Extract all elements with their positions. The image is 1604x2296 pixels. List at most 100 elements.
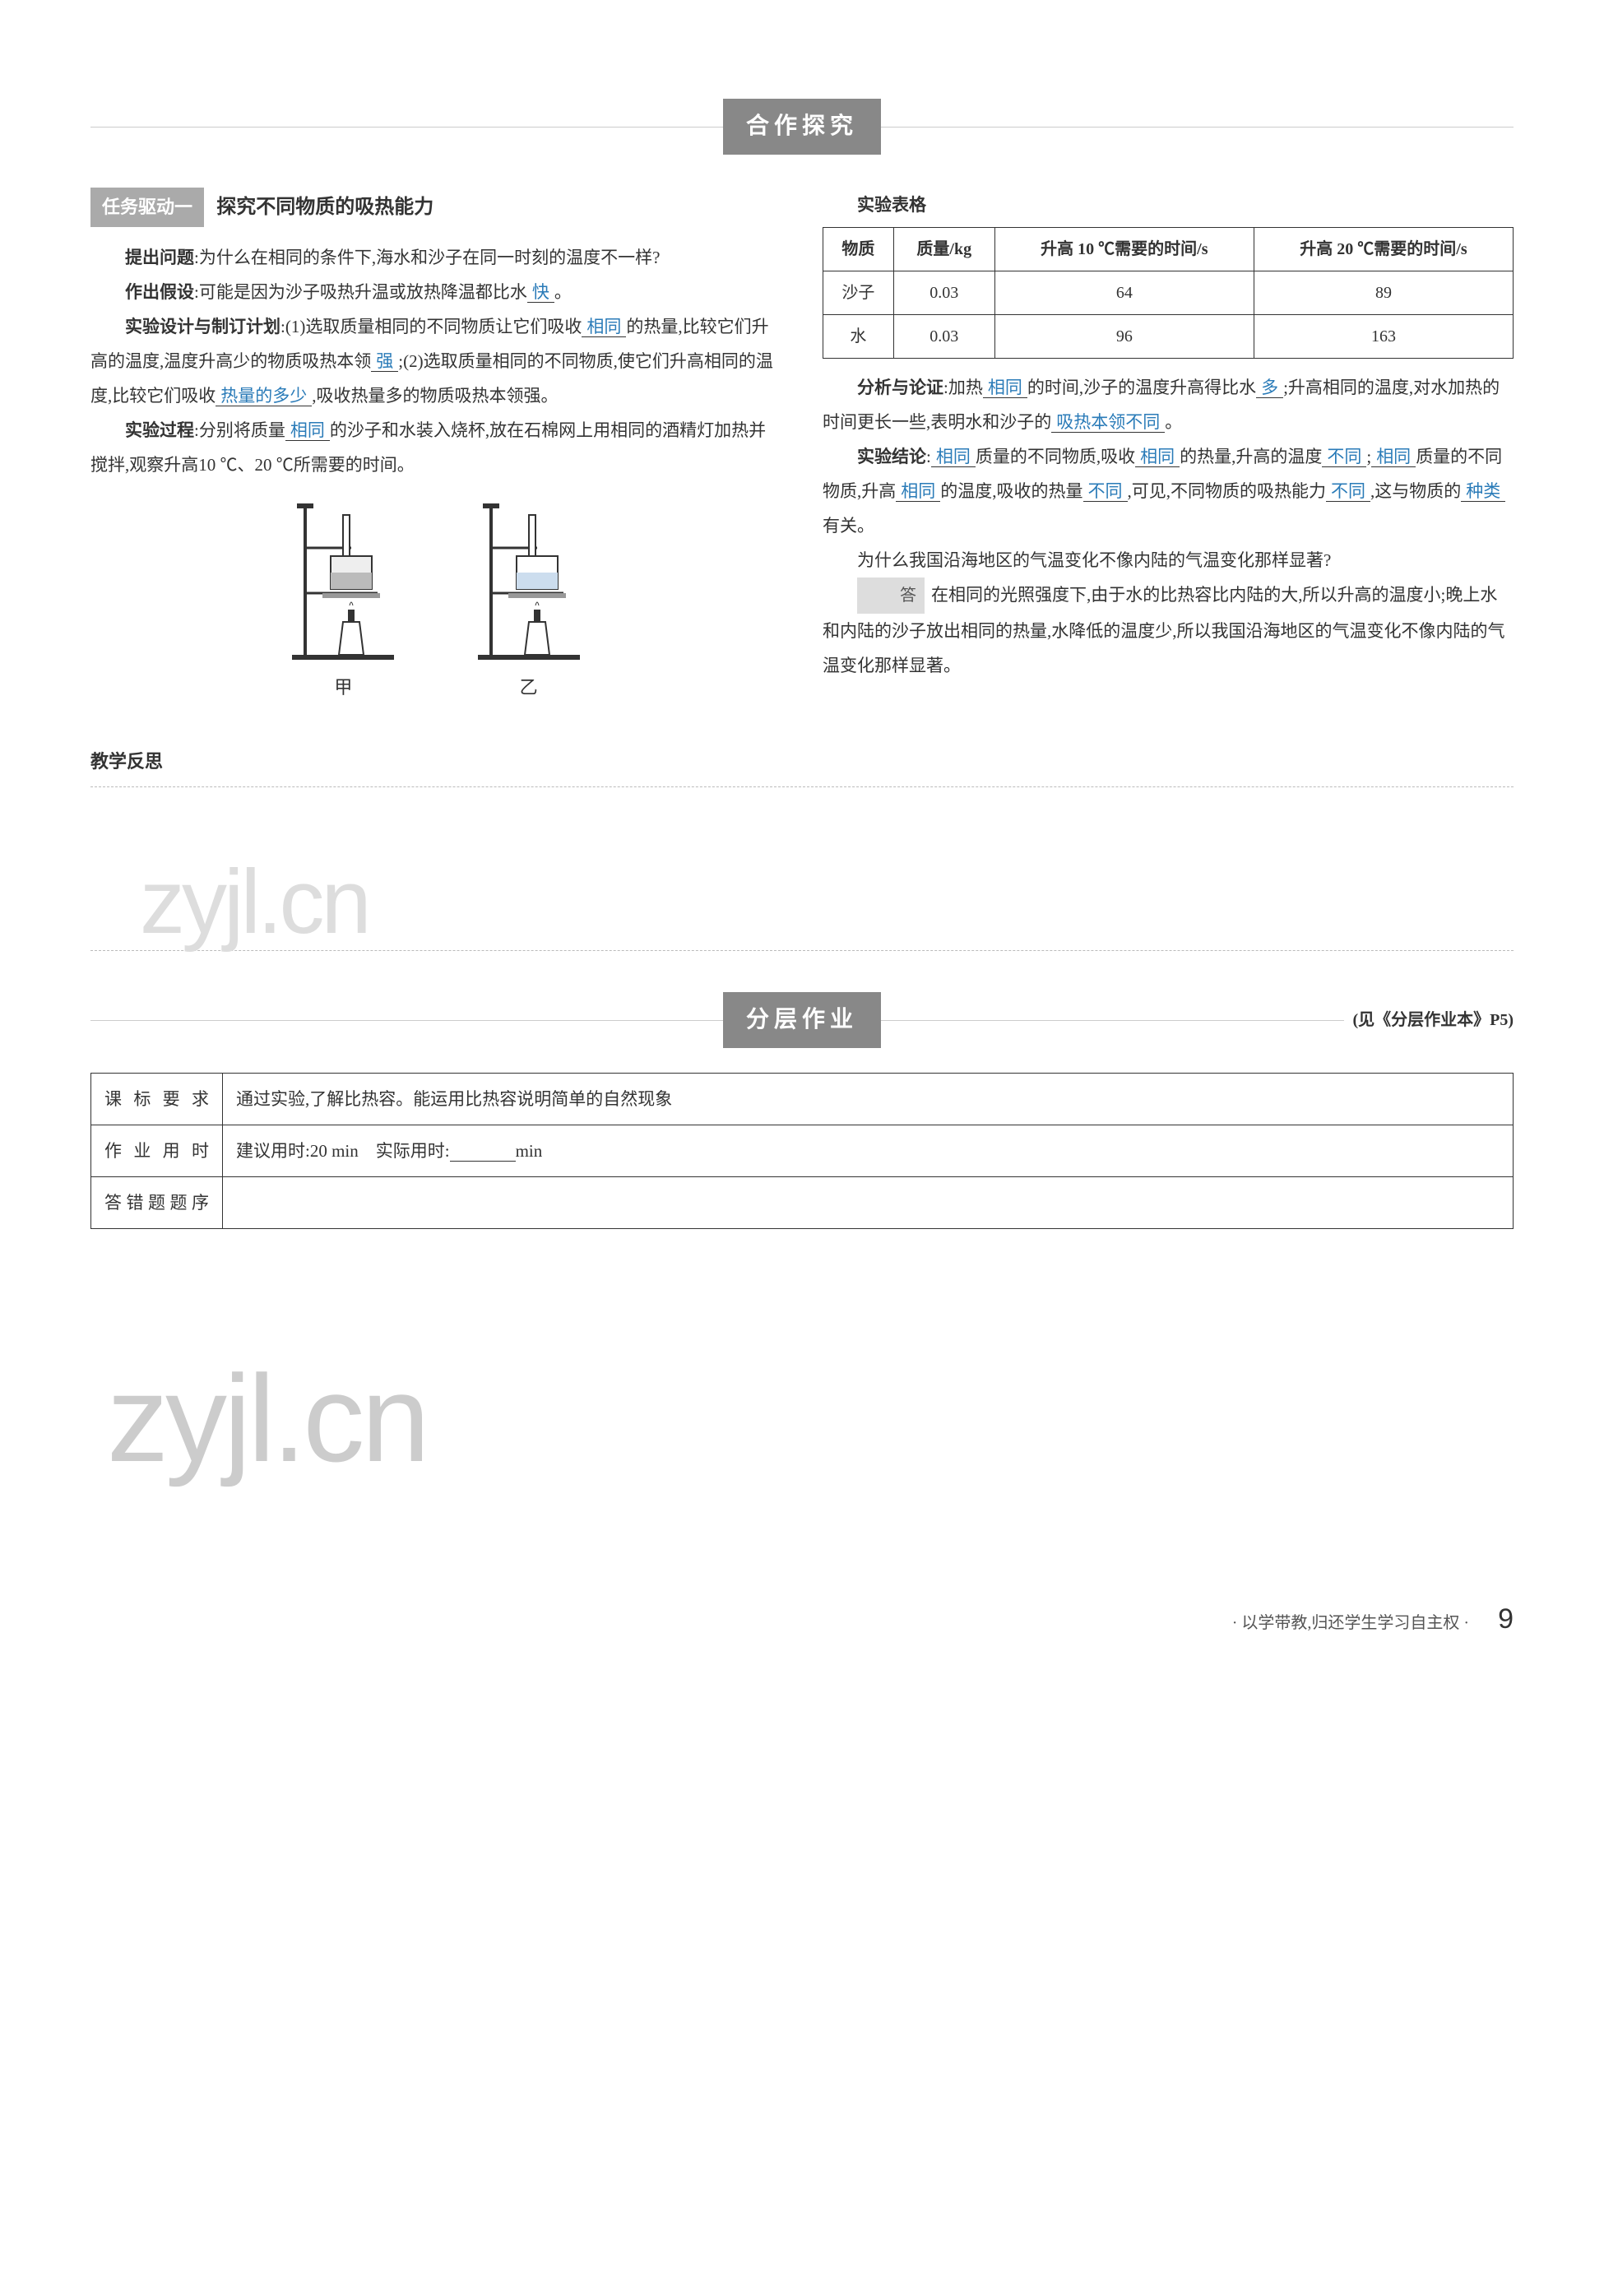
td: 96 <box>994 315 1254 359</box>
td: 64 <box>994 271 1254 315</box>
text: : <box>926 447 931 466</box>
th: 升高 20 ℃需要的时间/s <box>1254 228 1513 271</box>
td: 89 <box>1254 271 1513 315</box>
text: min <box>516 1141 543 1161</box>
banner-text-2: 分层作业 <box>723 992 881 1048</box>
task-label: 任务驱动一 <box>90 188 204 227</box>
req-value: 通过实验,了解比热容。能运用比热容说明简单的自然现象 <box>223 1074 1514 1125</box>
blank-same1[interactable]: 相同 <box>582 317 626 337</box>
blank[interactable]: 吸热本领不同 <box>1051 412 1165 433</box>
text: 的热量,升高的温度 <box>1180 447 1322 466</box>
blank[interactable]: 不同 <box>1326 481 1370 502</box>
answer-block: 答在相同的光照强度下,由于水的比热容比内陆的大,所以升高的温度小;晚上水和内陆的… <box>823 577 1514 683</box>
reflection-area[interactable]: zyjl.cn <box>90 786 1514 951</box>
para-question: 提出问题:为什么在相同的条件下,海水和沙子在同一时刻的温度不一样? <box>90 240 781 275</box>
table-row: 作业用时 建议用时:20 min 实际用时: min <box>91 1125 1514 1177</box>
blank-fast[interactable]: 快 <box>527 282 554 303</box>
column-left: 任务驱动一 探究不同物质的吸热能力 提出问题:为什么在相同的条件下,海水和沙子在… <box>90 188 781 706</box>
text: :加热 <box>943 378 983 397</box>
two-column-layout: 任务驱动一 探究不同物质的吸热能力 提出问题:为什么在相同的条件下,海水和沙子在… <box>90 188 1514 706</box>
table-title: 实验表格 <box>857 195 926 215</box>
table-row: 答错题题序 <box>91 1177 1514 1229</box>
page-footer: · 以学带教,归还学生学习自主权 · 9 <box>90 1591 1514 1647</box>
text: :分别将质量 <box>194 420 285 440</box>
text: :为什么在相同的条件下,海水和沙子在同一时刻的温度不一样? <box>194 248 660 267</box>
layered-reference: (见《分层作业本》P5) <box>1344 1004 1514 1037</box>
blank[interactable]: 多 <box>1256 378 1283 398</box>
para-hypothesis: 作出假设:可能是因为沙子吸热升温或放热降温都比水快。 <box>90 275 781 309</box>
table-row: 水 0.03 96 163 <box>823 315 1514 359</box>
text: 有关。 <box>823 516 874 536</box>
blank-strong[interactable]: 强 <box>371 351 398 372</box>
fig-label-b: 乙 <box>471 670 586 706</box>
para-followup-question: 为什么我国沿海地区的气温变化不像内陆的气温变化那样显著? <box>823 543 1514 577</box>
blank-actual-time[interactable] <box>450 1141 516 1162</box>
text: 的温度,吸收的热量 <box>940 481 1082 501</box>
text: ,可见,不同物质的吸热能力 <box>1128 481 1327 501</box>
text: 质量的不同物质,吸收 <box>976 447 1135 466</box>
text: 。 <box>554 282 572 302</box>
label-hypothesis: 作出假设 <box>125 282 194 302</box>
requirements-table: 课标要求 通过实验,了解比热容。能运用比热容说明简单的自然现象 作业用时 建议用… <box>90 1073 1514 1229</box>
answer-text: 在相同的光照强度下,由于水的比热容比内陆的大,所以升高的温度小;晚上水和内陆的沙… <box>823 585 1505 675</box>
blank[interactable]: 相同 <box>1371 447 1416 467</box>
para-conclusion: 实验结论:相同质量的不同物质,吸收相同的热量,升高的温度不同;相同质量的不同物质… <box>823 439 1514 543</box>
table-row: 课标要求 通过实验,了解比热容。能运用比热容说明简单的自然现象 <box>91 1074 1514 1125</box>
text: ,这与物质的 <box>1370 481 1461 501</box>
table-row: 沙子 0.03 64 89 <box>823 271 1514 315</box>
label-process: 实验过程 <box>125 420 194 440</box>
label-question: 提出问题 <box>125 248 194 267</box>
req-value: 建议用时:20 min 实际用时: min <box>223 1125 1514 1177</box>
th: 物质 <box>823 228 894 271</box>
task-header: 任务驱动一 探究不同物质的吸热能力 <box>90 188 781 227</box>
label-conclusion: 实验结论 <box>857 447 926 466</box>
td: 水 <box>823 315 894 359</box>
text: :(1)选取质量相同的不同物质让它们吸收 <box>280 317 582 336</box>
blank-heat-amount[interactable]: 热量的多少 <box>216 386 312 406</box>
banner-text: 合作探究 <box>723 99 881 155</box>
page-number: 9 <box>1498 1603 1514 1635</box>
blank[interactable]: 相同 <box>983 378 1027 398</box>
text: ,吸收热量多的物质吸热本领强。 <box>312 386 558 406</box>
para-analysis: 分析与论证:加热相同的时间,沙子的温度升高得比水多;升高相同的温度,对水加热的时… <box>823 370 1514 439</box>
blank[interactable]: 相同 <box>931 447 976 467</box>
label-design: 实验设计与制订计划 <box>125 317 280 336</box>
column-right: 实验表格 物质 质量/kg 升高 10 ℃需要的时间/s 升高 20 ℃需要的时… <box>823 188 1514 706</box>
req-label: 答错题题序 <box>91 1177 223 1229</box>
text: 建议用时:20 min 实际用时: <box>236 1141 450 1161</box>
th: 质量/kg <box>893 228 994 271</box>
req-value-empty[interactable] <box>223 1177 1514 1229</box>
text: 的时间,沙子的温度升高得比水 <box>1027 378 1256 397</box>
blank[interactable]: 相同 <box>1135 447 1180 467</box>
blank-same-mass[interactable]: 相同 <box>285 420 330 441</box>
req-label: 课标要求 <box>91 1074 223 1125</box>
table-header-row: 物质 质量/kg 升高 10 ℃需要的时间/s 升高 20 ℃需要的时间/s <box>823 228 1514 271</box>
figure-row: 甲 乙 <box>90 499 781 706</box>
th: 升高 10 ℃需要的时间/s <box>994 228 1254 271</box>
experiment-table: 物质 质量/kg 升高 10 ℃需要的时间/s 升高 20 ℃需要的时间/s 沙… <box>823 227 1514 359</box>
section-banner-cooperation: 合作探究 <box>90 99 1514 155</box>
para-design: 实验设计与制订计划:(1)选取质量相同的不同物质让它们吸收相同的热量,比较它们升… <box>90 309 781 413</box>
req-label: 作业用时 <box>91 1125 223 1177</box>
label-analysis: 分析与论证 <box>857 378 943 397</box>
watermark-bottom: zyjl.cn <box>107 1295 1514 1542</box>
td: 0.03 <box>893 315 994 359</box>
blank[interactable]: 不同 <box>1083 481 1128 502</box>
reflection-label: 教学反思 <box>90 744 1514 780</box>
blank[interactable]: 不同 <box>1322 447 1366 467</box>
fig-label-a: 甲 <box>285 670 401 706</box>
blank[interactable]: 种类 <box>1461 481 1505 502</box>
td: 0.03 <box>893 271 994 315</box>
text: 。 <box>1165 412 1182 432</box>
footer-motto: · 以学带教,归还学生学习自主权 · <box>1232 1614 1469 1632</box>
watermark: zyjl.cn <box>140 812 369 993</box>
apparatus-a: 甲 <box>285 499 401 706</box>
para-process: 实验过程:分别将质量相同的沙子和水装入烧杯,放在石棉网上用相同的酒精灯加热并搅拌… <box>90 413 781 482</box>
td: 163 <box>1254 315 1513 359</box>
section-banner-layered: 分层作业 (见《分层作业本》P5) <box>90 992 1514 1048</box>
answer-label: 答 <box>857 577 925 614</box>
text: :可能是因为沙子吸热升温或放热降温都比水 <box>194 282 527 302</box>
blank[interactable]: 相同 <box>896 481 940 502</box>
apparatus-b: 乙 <box>471 499 586 706</box>
task-title: 探究不同物质的吸热能力 <box>216 197 433 218</box>
